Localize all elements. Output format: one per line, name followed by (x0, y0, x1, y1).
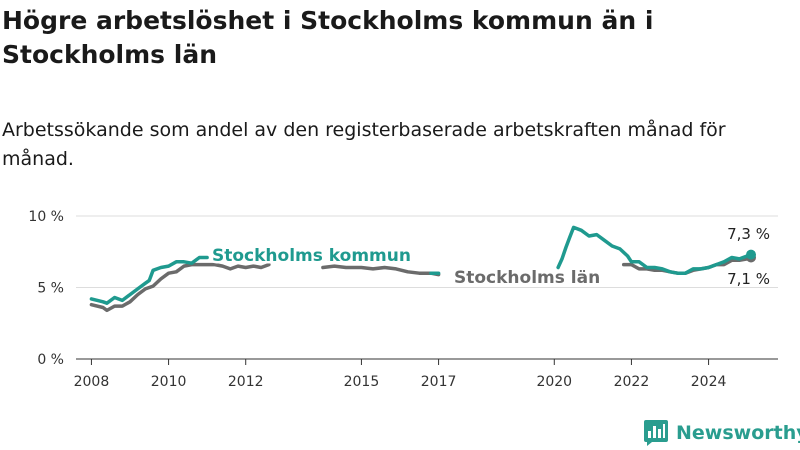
series-end-point-stockholms-kommun (746, 249, 756, 260)
y-tick-label: 10 % (28, 209, 64, 225)
series-line-stockholms-kommun (556, 225, 753, 275)
y-tick-label: 0 % (37, 352, 64, 368)
series-line-stockholms-kommun (89, 255, 209, 305)
x-tick-label: 2017 (421, 374, 457, 390)
end-value-label-stockholms-kommun: 7,3 % (727, 225, 770, 243)
x-axis: 2008 2010 2012 2015 2017 2020 2022 2024 (74, 358, 778, 390)
series-name-label-stockholms-län: Stockholms län (454, 268, 600, 288)
x-tick-label: 2024 (691, 374, 727, 390)
grid-lines (76, 215, 778, 288)
y-tick-label: 5 % (37, 281, 64, 297)
brand-logo: Newsworthy (644, 420, 800, 446)
x-tick-label: 2010 (151, 374, 187, 390)
end-value-label-stockholms-län: 7,1 % (727, 270, 770, 288)
y-axis-ticks: 0 % 5 % 10 % (28, 209, 64, 368)
chart-subtitle: Arbetssökande som andel av den registerb… (2, 119, 726, 170)
series-lines (89, 225, 756, 313)
x-tick-label: 2012 (228, 374, 264, 390)
x-tick-label: 2015 (344, 374, 380, 390)
x-tick-label: 2022 (614, 374, 650, 390)
series-labels: Stockholms kommun Stockholms län 7,3 % 7,1 … (210, 225, 771, 291)
chart-title: Högre arbetslöshet i Stockholms kommun ä… (2, 6, 654, 69)
series-line-stockholms-län (89, 262, 271, 313)
brand-name: Newsworthy (676, 422, 800, 444)
x-tick-label: 2020 (536, 374, 572, 390)
series-name-label-stockholms-kommun: Stockholms kommun (212, 246, 411, 266)
x-tick-label: 2008 (74, 374, 110, 390)
series-line-stockholms-län (321, 264, 441, 277)
bar-chart-logo-icon (644, 420, 668, 446)
